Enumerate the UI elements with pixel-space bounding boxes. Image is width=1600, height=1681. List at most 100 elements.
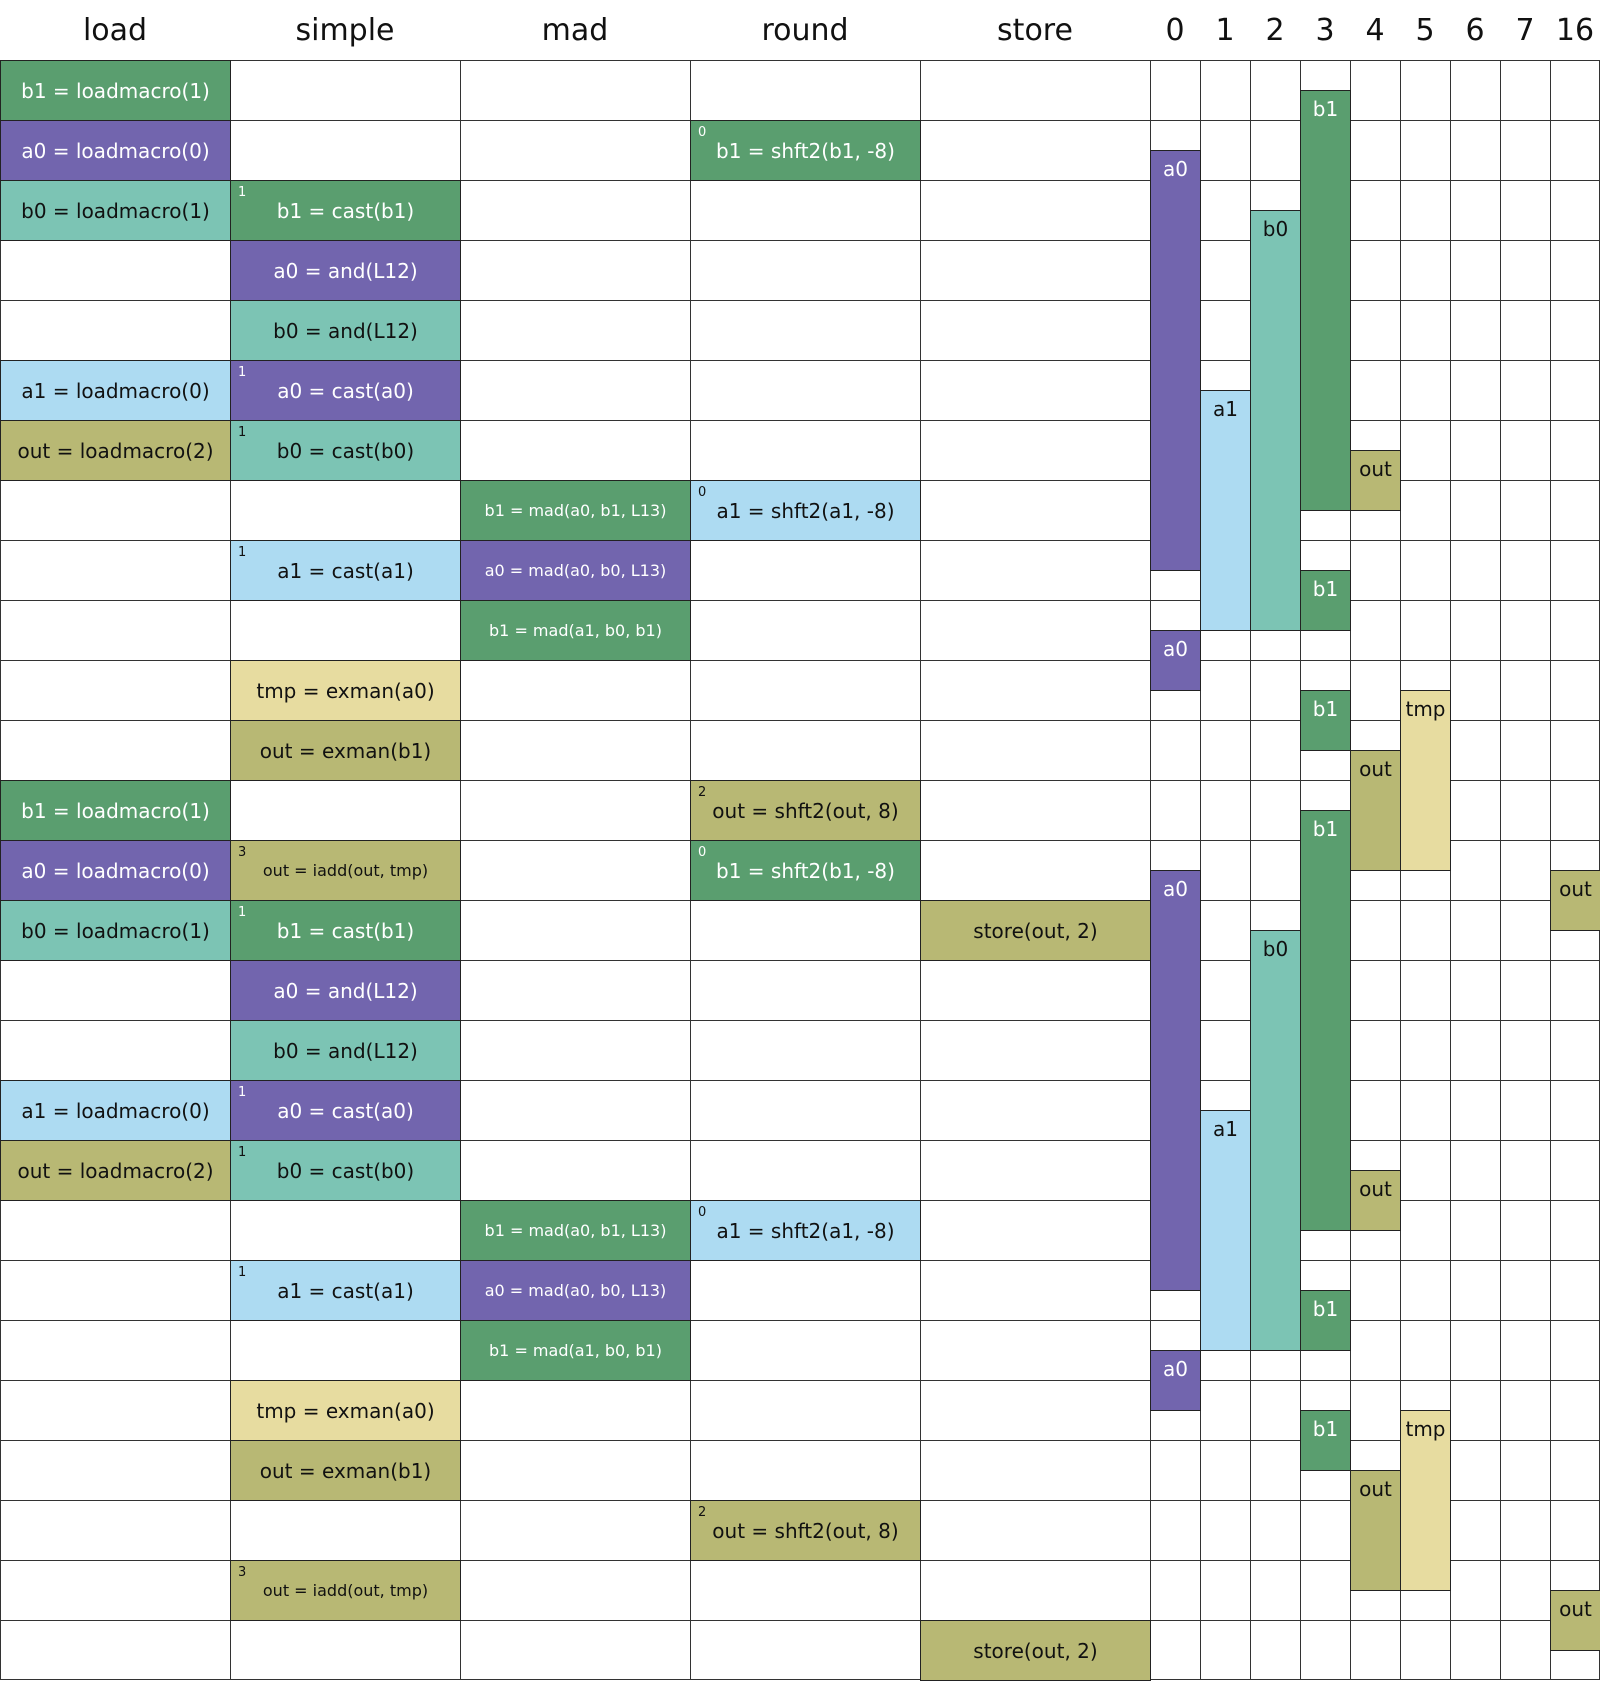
op-cell: out = loadmacro(2) xyxy=(0,1140,231,1201)
op-text: tmp = exman(a0) xyxy=(256,678,435,703)
register-label: out xyxy=(1359,757,1392,781)
column-line xyxy=(1500,60,1501,1680)
op-text: b1 = shft2(b1, -8) xyxy=(716,138,895,163)
register-lifetime: tmp xyxy=(1400,690,1451,871)
op-text: out = loadmacro(2) xyxy=(17,438,214,463)
op-cell: b1 = loadmacro(1) xyxy=(0,780,231,841)
column-header: mad xyxy=(541,12,609,48)
register-label: a0 xyxy=(1163,157,1188,181)
register-lifetime: out xyxy=(1350,450,1401,511)
register-label: b0 xyxy=(1262,217,1289,241)
op-cell: b0 = and(L12) xyxy=(230,300,461,361)
op-text: store(out, 2) xyxy=(973,918,1098,943)
op-order: 1 xyxy=(238,1265,247,1280)
op-text: b0 = loadmacro(1) xyxy=(21,198,210,223)
column-line xyxy=(1250,60,1251,1680)
op-cell: a1 = shft2(a1, -8) 0 xyxy=(690,480,921,541)
row-line xyxy=(0,960,1600,961)
register-lifetime: b1 xyxy=(1300,690,1351,751)
op-cell: b1 = shft2(b1, -8) 0 xyxy=(690,840,921,901)
op-cell: a1 = shft2(a1, -8) 0 xyxy=(690,1200,921,1261)
register-header: 1 xyxy=(1215,12,1235,48)
register-lifetime: a0 xyxy=(1150,150,1201,571)
register-lifetime: a0 xyxy=(1150,630,1201,691)
op-order: 1 xyxy=(238,905,247,920)
column-header: round xyxy=(761,12,849,48)
op-text: a0 = loadmacro(0) xyxy=(21,858,210,883)
op-cell: store(out, 2) xyxy=(920,1620,1151,1681)
op-text: out = shft2(out, 8) xyxy=(712,1518,899,1543)
register-lifetime: a1 xyxy=(1200,1110,1251,1351)
register-label: b1 xyxy=(1312,1417,1339,1441)
register-label: out xyxy=(1559,877,1592,901)
op-text: a1 = cast(a1) xyxy=(277,558,414,583)
register-lifetime: out xyxy=(1550,870,1600,931)
op-text: a0 = mad(a0, b0, L13) xyxy=(484,1281,667,1300)
row-line xyxy=(0,720,1600,721)
op-cell: a0 = cast(a0) 1 xyxy=(230,360,461,421)
register-header: 3 xyxy=(1315,12,1335,48)
op-cell: a0 = loadmacro(0) xyxy=(0,840,231,901)
register-header: 4 xyxy=(1365,12,1385,48)
op-cell: out = loadmacro(2) xyxy=(0,420,231,481)
register-header: 6 xyxy=(1465,12,1485,48)
op-text: out = iadd(out, tmp) xyxy=(262,861,429,880)
op-cell: out = iadd(out, tmp) 3 xyxy=(230,840,461,901)
op-cell: out = iadd(out, tmp) 3 xyxy=(230,1560,461,1621)
register-label: a1 xyxy=(1213,397,1238,421)
register-label: b1 xyxy=(1312,817,1339,841)
op-order: 2 xyxy=(698,785,707,800)
op-cell: a0 = loadmacro(0) xyxy=(0,120,231,181)
register-lifetime: out xyxy=(1350,1170,1401,1231)
op-cell: b0 = and(L12) xyxy=(230,1020,461,1081)
register-label: out xyxy=(1359,1177,1392,1201)
op-text: b0 = cast(b0) xyxy=(276,438,415,463)
register-lifetime: out xyxy=(1350,1470,1401,1591)
register-lifetime: out xyxy=(1550,1590,1600,1651)
op-cell: out = exman(b1) xyxy=(230,1440,461,1501)
register-lifetime: b1 xyxy=(1300,1290,1351,1351)
op-text: a1 = shft2(a1, -8) xyxy=(716,1218,895,1243)
register-lifetime: a1 xyxy=(1200,390,1251,631)
op-cell: a0 = cast(a0) 1 xyxy=(230,1080,461,1141)
register-lifetime: a0 xyxy=(1150,870,1201,1291)
op-cell: b1 = mad(a0, b1, L13) xyxy=(460,480,691,541)
op-cell: b1 = cast(b1) 1 xyxy=(230,180,461,241)
op-text: out = loadmacro(2) xyxy=(17,1158,214,1183)
op-order: 3 xyxy=(238,1565,247,1580)
register-lifetime: b1 xyxy=(1300,570,1351,631)
row-line xyxy=(0,60,1600,61)
op-text: a0 = cast(a0) xyxy=(277,1098,414,1123)
op-cell: a1 = cast(a1) 1 xyxy=(230,1260,461,1321)
op-cell: out = shft2(out, 8) 2 xyxy=(690,1500,921,1561)
register-lifetime: a0 xyxy=(1150,1350,1201,1411)
register-label: b0 xyxy=(1262,937,1289,961)
op-text: a0 = cast(a0) xyxy=(277,378,414,403)
row-line xyxy=(0,1380,1600,1381)
row-line xyxy=(0,1440,1600,1441)
op-cell: a1 = loadmacro(0) xyxy=(0,1080,231,1141)
row-line xyxy=(0,1620,1600,1621)
register-header: 0 xyxy=(1165,12,1185,48)
op-text: b1 = loadmacro(1) xyxy=(21,78,210,103)
op-text: b1 = mad(a1, b0, b1) xyxy=(489,1341,662,1360)
op-cell: b0 = loadmacro(1) xyxy=(0,900,231,961)
register-lifetime: tmp xyxy=(1400,1410,1451,1591)
op-cell: b1 = mad(a1, b0, b1) xyxy=(460,600,691,661)
op-order: 1 xyxy=(238,365,247,380)
row-line xyxy=(0,240,1600,241)
op-text: out = iadd(out, tmp) xyxy=(262,1581,429,1600)
op-text: a1 = loadmacro(0) xyxy=(21,1098,210,1123)
op-text: b1 = mad(a0, b1, L13) xyxy=(484,501,667,520)
register-label: b1 xyxy=(1312,577,1339,601)
op-text: a0 = and(L12) xyxy=(273,258,418,283)
op-cell: b1 = shft2(b1, -8) 0 xyxy=(690,120,921,181)
op-cell: tmp = exman(a0) xyxy=(230,1380,461,1441)
op-order: 2 xyxy=(698,1505,707,1520)
op-cell: b1 = mad(a0, b1, L13) xyxy=(460,1200,691,1261)
register-label: out xyxy=(1559,1597,1592,1621)
op-text: a0 = loadmacro(0) xyxy=(21,138,210,163)
column-header: load xyxy=(82,12,148,48)
register-label: tmp xyxy=(1405,1417,1446,1441)
